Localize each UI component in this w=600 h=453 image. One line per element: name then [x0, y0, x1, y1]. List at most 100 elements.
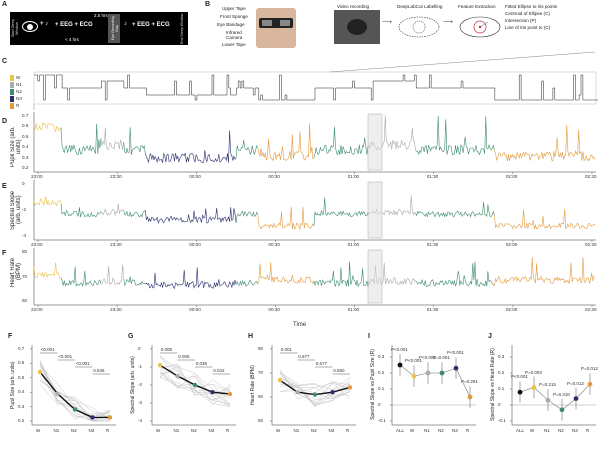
panel-letter: I — [368, 333, 370, 340]
summary-xtick: R — [466, 428, 470, 433]
panel-e-letter: E — [2, 183, 7, 190]
panel-d-letter: D — [2, 118, 8, 125]
summary-xtick: N1 — [293, 428, 300, 433]
summary-ytick: 0.3 — [498, 354, 505, 359]
span-first-label: < 4 hrs — [65, 37, 79, 42]
heart-ytick: 60 — [22, 298, 28, 303]
summary-xtick: N2 — [71, 428, 77, 433]
r-point — [559, 407, 565, 413]
connector-line — [399, 364, 471, 398]
legend-label: W — [16, 75, 21, 80]
r-point — [573, 396, 579, 401]
slope-trace — [494, 208, 596, 230]
mean-point — [175, 373, 180, 379]
heart-trace — [33, 262, 62, 279]
summary-ytick: 0.3 — [378, 354, 385, 359]
r-point — [425, 370, 431, 376]
device-label: Upper Tape — [222, 6, 246, 11]
r-point — [453, 365, 459, 371]
summary-ytick: 0 — [378, 402, 381, 407]
summary-ytick: 0.6 — [18, 360, 25, 366]
summary-xtick: N2 — [311, 428, 317, 433]
subject-line — [279, 372, 351, 405]
heart-trace — [235, 279, 258, 287]
summary-ytick: -3 — [138, 400, 143, 405]
subject-line — [279, 377, 351, 389]
pupil-ytick: 0.3 — [22, 154, 29, 160]
video-frame — [334, 10, 380, 44]
pupil-ytick: 0.7 — [22, 113, 29, 118]
mean-point — [312, 392, 318, 397]
time-tick-label: 00:30 — [268, 242, 280, 247]
pupil-ytick: 0.2 — [22, 165, 29, 170]
r-point — [411, 373, 417, 379]
feature-eye-diagram — [459, 16, 501, 38]
arrow-icon: ⟶ — [382, 19, 393, 26]
legend-label: N3 — [16, 96, 22, 101]
pval-label: 0.677 — [298, 354, 310, 359]
heart-highlight — [367, 249, 383, 304]
step-video-label: Video recording — [337, 4, 370, 9]
mean-point — [210, 390, 215, 395]
pupil-ytick: 0.5 — [22, 133, 29, 139]
pval-label: <0.001 — [40, 347, 55, 352]
pupil-trace — [123, 127, 146, 155]
panel-c-letter: C — [2, 58, 8, 65]
pval-label: P=0.003 — [525, 369, 542, 375]
r-point — [439, 370, 445, 376]
summary-xtick: R — [106, 428, 110, 433]
time-tick-label: 02:30 — [585, 242, 597, 247]
heart-trace — [313, 261, 371, 288]
time-tick-label: 02:00 — [505, 242, 518, 247]
slope-trace — [145, 207, 237, 224]
time-tick-label: 00:30 — [268, 174, 280, 179]
subject-line — [39, 370, 110, 422]
subject-line — [159, 376, 231, 401]
slope-trace — [100, 203, 124, 217]
pval-label: P<0.001 — [405, 358, 422, 364]
time-tick-label: 00:30 — [268, 307, 280, 312]
slope-trace — [415, 201, 495, 218]
summary-ytick: 0.3 — [18, 403, 25, 409]
summary-ytick: 0.2 — [498, 370, 505, 375]
summary-ytick: -1 — [138, 364, 143, 369]
slope-trace — [60, 203, 102, 218]
summary-xtick: N2 — [438, 428, 444, 433]
summary-ytick: 50 — [258, 418, 264, 423]
time-tick-label: 00:00 — [189, 307, 201, 312]
pval-label: <0.001 — [58, 354, 73, 359]
mean-point — [107, 415, 113, 420]
pval-label: 0.042 — [213, 368, 225, 373]
summary-xtick: W — [530, 428, 535, 433]
summary-xtick: N3 — [452, 428, 458, 433]
time-tick-label: 02:30 — [585, 174, 597, 179]
pupil-trace — [60, 123, 102, 156]
subject-line — [279, 371, 351, 406]
heart-ytick: 70 — [22, 273, 28, 279]
time-tick-label: 23:00 — [31, 242, 43, 247]
time-tick-label: 00:00 — [189, 242, 201, 247]
summary-ytick: 0 — [498, 402, 501, 407]
heart-trace — [145, 267, 237, 290]
pval-label: P=0.012 — [567, 380, 584, 386]
summary-xtick: W — [36, 428, 41, 433]
time-tick-label: 02:30 — [585, 307, 597, 312]
summary-xtick: N1 — [544, 428, 550, 433]
panel-b-letter: B — [205, 1, 211, 8]
legend-swatch-n3 — [10, 96, 14, 102]
summary-xtick: R — [346, 428, 350, 433]
time-tick-label: 01:30 — [426, 174, 439, 179]
summary-xtick: N1 — [173, 428, 180, 433]
subject-line — [159, 371, 231, 406]
panel-letter: G — [128, 333, 134, 340]
feature-label: Intersection (P) — [505, 18, 537, 23]
time-tick-label: 01:30 — [426, 307, 439, 312]
mean-point — [37, 369, 43, 375]
legend-swatch-r — [10, 103, 14, 109]
summary-ytick: 0.4 — [18, 389, 25, 395]
mean-point — [295, 390, 300, 395]
pval-label: P=0.291 — [461, 379, 478, 385]
summary-ytick: 0.2 — [18, 418, 25, 423]
